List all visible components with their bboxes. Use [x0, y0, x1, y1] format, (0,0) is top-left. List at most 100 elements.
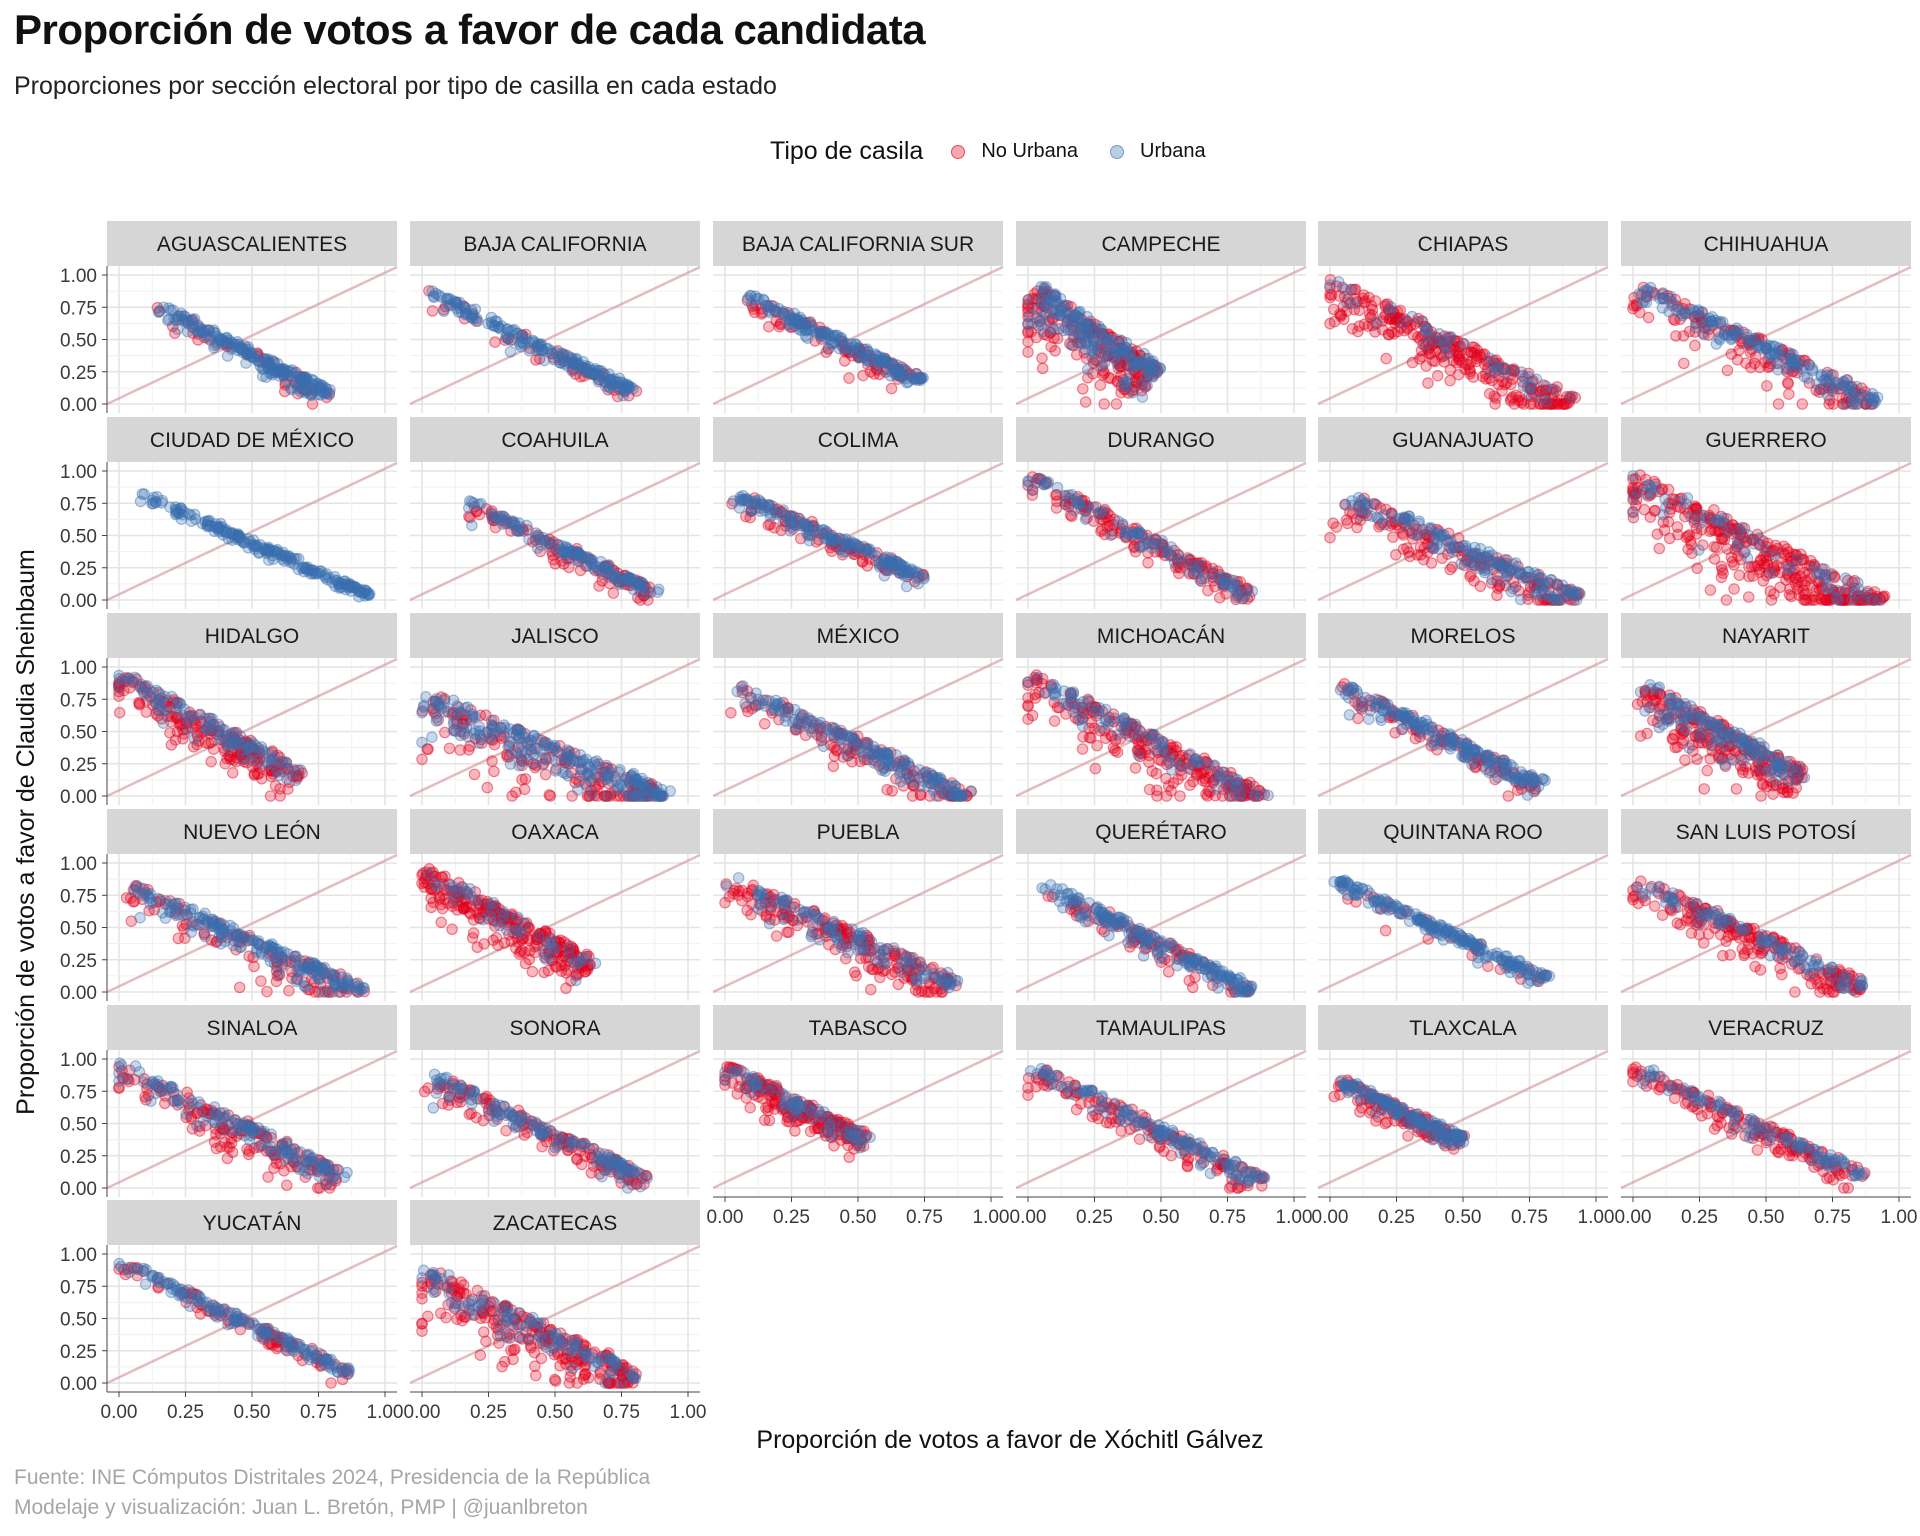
point-no-urbana	[306, 386, 318, 399]
y-tick-label: 0.00	[60, 395, 97, 416]
point-no-urbana	[279, 376, 292, 389]
y-tick-label: 0.25	[60, 363, 97, 384]
y-tick-label: 0.75	[60, 690, 97, 711]
point-urbana	[1821, 581, 1834, 593]
point-urbana	[319, 569, 331, 582]
point-urbana	[865, 547, 878, 560]
point-urbana	[538, 736, 550, 749]
point-urbana	[269, 364, 282, 377]
point-urbana	[307, 378, 320, 391]
point-no-urbana	[251, 350, 264, 363]
point-urbana	[157, 301, 170, 314]
point-no-urbana	[1784, 583, 1796, 595]
point-urbana	[568, 754, 581, 766]
point-urbana	[315, 379, 328, 392]
point-urbana	[880, 747, 893, 760]
legend-swatch-no-urbana	[951, 144, 966, 159]
point-urbana	[1786, 357, 1799, 370]
point-urbana	[832, 727, 845, 740]
point-urbana	[222, 338, 235, 350]
y-tick-label: 0.25	[60, 559, 97, 580]
point-urbana	[1341, 296, 1353, 309]
point-urbana	[277, 366, 290, 379]
point-urbana	[428, 291, 440, 304]
point-urbana	[202, 324, 214, 337]
point-no-urbana	[292, 387, 304, 400]
facet-campeche: CAMPECHE	[1015, 221, 1307, 413]
point-urbana	[1840, 398, 1852, 410]
point-urbana	[600, 759, 613, 772]
point-urbana	[602, 560, 615, 573]
point-urbana	[181, 325, 194, 338]
point-urbana	[242, 343, 254, 355]
point-urbana	[584, 553, 597, 566]
point-urbana	[438, 694, 451, 707]
point-urbana	[727, 495, 740, 507]
point-no-urbana	[192, 334, 204, 346]
point-urbana	[181, 723, 194, 736]
point-urbana	[884, 557, 896, 570]
point-no-urbana	[725, 706, 737, 719]
point-urbana	[165, 304, 177, 316]
point-urbana	[955, 790, 967, 802]
point-no-urbana	[1089, 762, 1102, 775]
point-urbana	[1474, 562, 1487, 575]
point-no-urbana	[165, 739, 178, 751]
point-urbana	[299, 375, 312, 388]
point-no-urbana	[1022, 335, 1034, 348]
point-urbana	[281, 375, 293, 387]
point-no-urbana	[1678, 357, 1690, 370]
point-urbana	[453, 706, 465, 718]
point-urbana	[457, 720, 470, 733]
point-urbana	[1023, 310, 1036, 322]
y-tick-label: 0.25	[60, 755, 97, 776]
point-urbana	[262, 355, 275, 368]
point-no-urbana	[301, 384, 313, 397]
point-urbana	[208, 326, 220, 339]
point-urbana	[1459, 539, 1472, 552]
point-urbana	[305, 382, 318, 395]
point-urbana	[216, 333, 229, 346]
point-urbana	[285, 382, 297, 394]
point-urbana	[580, 780, 593, 792]
point-urbana	[770, 508, 783, 521]
point-urbana	[191, 325, 203, 337]
point-urbana	[664, 785, 676, 797]
point-urbana	[815, 729, 828, 742]
point-urbana	[1514, 593, 1527, 606]
point-urbana	[894, 775, 907, 788]
point-urbana	[1130, 526, 1142, 539]
point-urbana	[208, 339, 221, 352]
point-urbana	[298, 386, 311, 399]
point-urbana	[152, 306, 165, 318]
point-no-urbana	[169, 327, 181, 339]
point-no-urbana	[481, 781, 494, 794]
point-urbana	[784, 524, 797, 537]
point-urbana	[486, 721, 499, 733]
point-urbana	[601, 790, 613, 802]
point-urbana	[208, 341, 220, 354]
point-urbana	[1808, 561, 1820, 573]
point-urbana	[225, 343, 238, 356]
point-urbana	[1086, 351, 1098, 364]
point-no-urbana	[1099, 732, 1112, 745]
point-no-urbana	[1085, 732, 1097, 744]
point-urbana	[1839, 572, 1852, 584]
point-urbana	[1548, 383, 1560, 396]
point-urbana	[1065, 312, 1077, 324]
point-no-urbana	[1036, 352, 1048, 364]
point-no-urbana	[1725, 348, 1738, 360]
point-urbana	[168, 313, 180, 325]
point-urbana	[283, 364, 295, 377]
point-no-urbana	[203, 324, 216, 337]
point-urbana	[1192, 561, 1205, 573]
point-urbana	[630, 777, 642, 790]
point-no-urbana	[1324, 531, 1336, 544]
point-urbana	[1136, 391, 1149, 403]
point-urbana	[1633, 288, 1645, 300]
point-urbana	[498, 510, 510, 523]
point-urbana	[903, 760, 916, 772]
point-no-urbana	[306, 398, 319, 410]
point-urbana	[291, 382, 304, 395]
point-urbana	[1706, 319, 1719, 332]
